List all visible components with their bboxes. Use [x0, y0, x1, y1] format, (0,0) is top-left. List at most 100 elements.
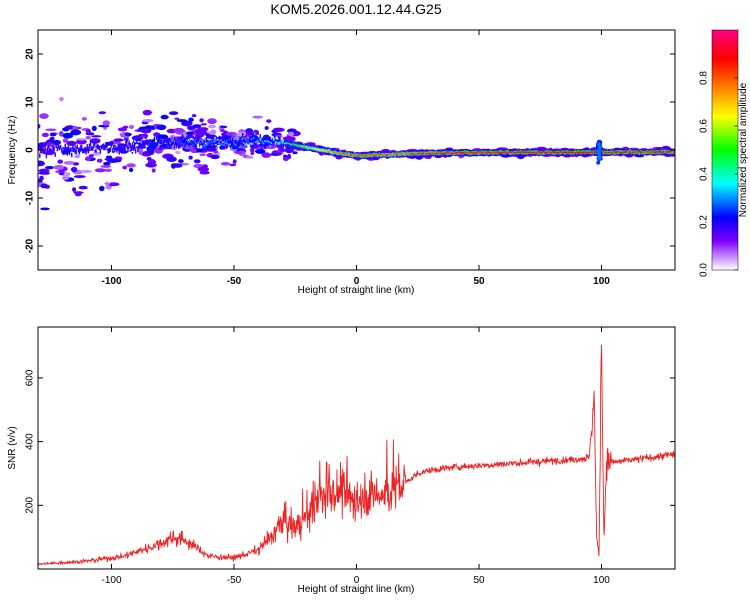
- spectrogram-ridge-cell: [114, 144, 116, 147]
- spectrogram-ridge-cell: [41, 146, 43, 149]
- spectrogram-cell: [128, 125, 135, 129]
- spectrogram-ridge-cell: [380, 153, 383, 155]
- spectrogram-ridge-cell: [577, 151, 579, 154]
- spectrogram-ridge-cell: [74, 145, 76, 148]
- spectrogram-ridge-cell: [161, 142, 163, 148]
- spectrogram-ridge-cell: [289, 143, 291, 145]
- y-tick-label: 200: [25, 497, 36, 514]
- spectrogram-ridge-cell: [256, 139, 258, 142]
- spectrogram-ridge-cell: [309, 147, 311, 149]
- spectrogram-ridge-cell: [240, 138, 243, 141]
- spectrogram-cell: [156, 124, 167, 131]
- spectrogram-ridge-cell: [87, 151, 89, 154]
- spectrogram-ridge-cell: [393, 153, 395, 156]
- spectrogram-ridge-cell: [406, 152, 408, 155]
- x-tick-label: -100: [101, 575, 121, 586]
- spectrogram-ridge-cell: [206, 142, 209, 145]
- spectrogram-ridge-cell: [216, 141, 218, 146]
- spectrogram-cell: [72, 187, 77, 192]
- spectrogram-ridge-cell: [70, 147, 72, 153]
- spectrogram-ridge-cell: [614, 151, 616, 153]
- spectrogram-ridge-cell: [111, 143, 114, 146]
- spectrogram-ridge-cell: [613, 151, 615, 154]
- spectrogram-ridge-cell: [593, 151, 596, 154]
- spectrogram-ridge-cell: [104, 148, 106, 151]
- spectrogram-ridge-cell: [671, 150, 674, 153]
- spectrogram-ridge-cell: [55, 143, 57, 148]
- spectrogram-ridge-cell: [555, 151, 557, 154]
- spectrogram-ridge-cell: [635, 150, 637, 153]
- spectrogram-ridge-cell: [285, 142, 287, 145]
- spectrogram-ridge-cell: [211, 140, 213, 143]
- spectrogram-ridge-cell: [545, 152, 547, 154]
- spectrogram-ridge-cell: [545, 149, 547, 154]
- spectrogram-cell: [237, 131, 246, 138]
- spectrogram-ridge-cell: [491, 151, 493, 154]
- snr-plot-area: [38, 327, 675, 569]
- spectrogram-ridge-cell: [394, 153, 396, 157]
- spectrogram-ridge-cell: [397, 153, 399, 156]
- spectrogram-ridge-cell: [318, 148, 320, 151]
- spectrogram-ridge-cell: [158, 138, 160, 141]
- spectrogram-ridge-cell: [260, 136, 263, 139]
- spectrogram-ridge-cell: [387, 153, 389, 156]
- spectrogram-cell: [40, 207, 50, 211]
- spectrogram-cell: [107, 182, 120, 187]
- spectrogram-ridge-cell: [242, 132, 244, 138]
- spectrogram-ridge-cell: [194, 144, 196, 149]
- spectrogram-ridge-cell: [60, 146, 62, 149]
- spectrogram-ridge-cell: [441, 152, 443, 155]
- spectrogram-ridge-cell: [469, 152, 471, 155]
- spectrogram-ridge-cell: [414, 153, 416, 155]
- spectrogram-ridge-cell: [328, 148, 330, 153]
- spectrogram-ridge-cell: [569, 151, 571, 154]
- spectrogram-ridge-cell: [96, 141, 98, 144]
- spectrogram-ridge-cell: [544, 151, 546, 154]
- spectrogram-ridge-cell: [531, 151, 534, 154]
- spectrogram-cell: [75, 138, 87, 141]
- spectrogram-ridge-cell: [512, 150, 514, 153]
- spectrogram-ridge-cell: [630, 151, 632, 153]
- spectrogram-ridge-cell: [246, 142, 248, 145]
- spectrogram-ridge-cell: [533, 151, 535, 154]
- spectrogram-ridge-cell: [187, 141, 190, 144]
- spectrogram-ridge-cell: [264, 140, 266, 143]
- spectrogram-ridge-cell: [442, 152, 444, 155]
- spectrogram-ridge-cell: [583, 151, 586, 154]
- spectrogram-ridge-cell: [227, 137, 229, 142]
- spectrogram-cell: [45, 128, 57, 132]
- spectrogram-cell: [272, 127, 285, 132]
- spectrogram-ridge-cell: [277, 142, 279, 145]
- spectrogram-ridge-cell: [605, 151, 608, 154]
- spectrogram-cell: [178, 159, 184, 164]
- colorbar-tick-label: 0.0: [699, 263, 710, 277]
- spectrogram-ridge-cell: [287, 142, 289, 145]
- spectrogram-ridge-cell: [164, 140, 167, 143]
- spectrogram-ridge-cell: [433, 152, 436, 155]
- spectrogram-ridge-cell: [373, 152, 375, 157]
- spectrogram-ridge-cell: [118, 150, 120, 155]
- spectrogram-ridge-cell: [631, 152, 633, 154]
- spectrogram-cell: [74, 154, 80, 159]
- spectrogram-ridge-cell: [514, 151, 516, 154]
- spectrogram-ridge-cell: [529, 151, 532, 154]
- spectrogram-ridge-cell: [619, 151, 621, 154]
- spectrogram-ridge-cell: [418, 153, 420, 155]
- spectrogram-ridge-cell: [86, 144, 88, 149]
- spectrogram-cell: [142, 109, 152, 116]
- spectrogram-ridge-cell: [323, 149, 325, 152]
- spectrogram-ridge-cell: [637, 151, 640, 153]
- spectrogram-ridge-cell: [205, 143, 207, 146]
- spectrogram-ridge-cell: [535, 152, 537, 155]
- spectrogram-ridge-cell: [151, 144, 153, 147]
- spectrogram-ridge-cell: [46, 146, 49, 152]
- spectrogram-cell: [597, 146, 602, 150]
- spectrogram-ridge-cell: [119, 148, 121, 151]
- spectrogram-ridge-cell: [558, 151, 560, 154]
- spectrogram-ridge-cell: [71, 153, 73, 156]
- spectrogram-cell: [126, 163, 136, 168]
- spectrogram-ridge-cell: [159, 141, 161, 143]
- spectrogram-ridge-cell: [214, 140, 216, 143]
- spectrogram-ridge-cell: [73, 148, 75, 151]
- spectrogram-ridge-cell: [556, 151, 558, 154]
